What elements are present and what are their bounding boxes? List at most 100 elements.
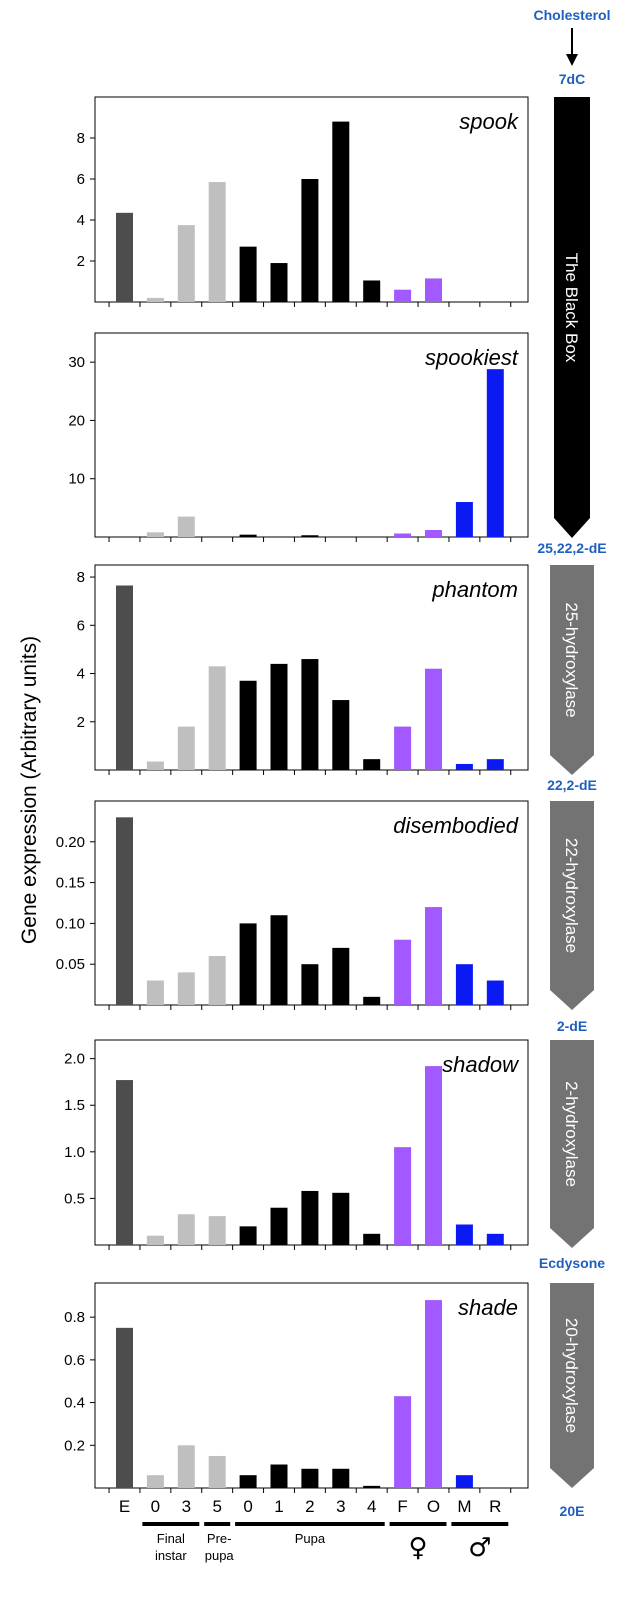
y-tick-label: 6 bbox=[77, 171, 85, 188]
panel-spook: 2 4 6 8 spook bbox=[77, 96, 529, 307]
bar-spookiest-11 bbox=[455, 502, 473, 537]
bar-disembodied-10 bbox=[425, 907, 442, 1005]
y-tick-label: 20 bbox=[68, 412, 85, 429]
bar-shade-6 bbox=[301, 1468, 319, 1488]
y-tick-label: 0.20 bbox=[56, 834, 85, 851]
group-label: Pupa bbox=[295, 1531, 326, 1546]
bar-spook-7 bbox=[332, 121, 350, 302]
bar-shade-11 bbox=[455, 1475, 473, 1488]
bar-spook-2 bbox=[177, 225, 195, 302]
panel-phantom: 2 4 6 8 phantom bbox=[77, 564, 529, 775]
y-tick-label: 10 bbox=[68, 471, 85, 488]
bar-spookiest-10 bbox=[425, 530, 442, 537]
y-tick-label: 4 bbox=[77, 212, 85, 229]
pathway-step-25-hydroxylase bbox=[550, 565, 594, 775]
bar-shadow-6 bbox=[301, 1190, 319, 1245]
pathway-step-20-hydroxylase bbox=[550, 1283, 594, 1488]
x-category-label: 1 bbox=[274, 1497, 283, 1516]
bar-shade-5 bbox=[270, 1464, 288, 1488]
pathway-step-the-black-box bbox=[554, 97, 590, 538]
panel-spookiest: 10 20 30 spookiest bbox=[68, 332, 529, 542]
y-tick-label: 6 bbox=[77, 617, 85, 634]
group-bar bbox=[204, 1522, 231, 1526]
metabolite-cholesterol: Cholesterol bbox=[533, 7, 610, 23]
y-tick-label: 0.4 bbox=[64, 1395, 85, 1412]
bar-spookiest-2 bbox=[177, 516, 195, 537]
pathway-step-label: 25-hydroxylase bbox=[562, 602, 581, 717]
bar-phantom-4 bbox=[239, 680, 257, 770]
y-axis-label: Gene expression (Arbitrary units) bbox=[18, 636, 41, 944]
bar-phantom-9 bbox=[394, 726, 412, 770]
metabolite-25-22-2-de: 25,22,2-dE bbox=[537, 540, 606, 556]
group-bar bbox=[142, 1522, 200, 1526]
bar-phantom-5 bbox=[270, 663, 288, 770]
bar-disembodied-9 bbox=[394, 939, 412, 1005]
bar-shadow-10 bbox=[425, 1066, 442, 1245]
bar-disembodied-6 bbox=[301, 964, 319, 1005]
bar-spook-0 bbox=[116, 212, 133, 302]
pathway: Cholesterol 7dC 25,22,2-dE 22,2-dE 2-dE Ecdys… bbox=[533, 7, 610, 1519]
panel-shadow: 0.5 1.0 1.5 2.0 shadow bbox=[64, 1039, 529, 1250]
bar-disembodied-0 bbox=[116, 817, 133, 1005]
bar-phantom-6 bbox=[301, 659, 319, 770]
y-tick-label: 0.8 bbox=[64, 1309, 85, 1326]
bar-disembodied-5 bbox=[270, 915, 288, 1005]
y-tick-label: 30 bbox=[68, 354, 85, 371]
y-tick-label: 2 bbox=[77, 714, 85, 731]
bar-shade-8 bbox=[363, 1485, 381, 1488]
female-symbol: ♀ bbox=[409, 1533, 428, 1563]
y-tick-label: 1.0 bbox=[64, 1144, 85, 1161]
gene-name: spook bbox=[459, 109, 519, 134]
bar-spook-6 bbox=[301, 179, 319, 302]
bar-phantom-10 bbox=[425, 668, 442, 770]
bar-spook-5 bbox=[270, 263, 288, 302]
metabolite-ecdysone: Ecdysone bbox=[539, 1255, 605, 1271]
y-tick-label: 8 bbox=[77, 130, 85, 147]
group-label: Final bbox=[157, 1531, 185, 1546]
bar-spookiest-4 bbox=[239, 534, 257, 537]
bar-disembodied-3 bbox=[208, 956, 226, 1005]
panel-disembodied: 0.05 0.10 0.15 0.20 disembodied bbox=[56, 800, 529, 1010]
bar-disembodied-12 bbox=[486, 980, 504, 1005]
bar-phantom-0 bbox=[116, 585, 133, 770]
bar-phantom-7 bbox=[332, 700, 350, 770]
bar-shadow-1 bbox=[146, 1235, 164, 1245]
bar-phantom-8 bbox=[363, 759, 381, 770]
bar-shadow-8 bbox=[363, 1233, 381, 1245]
pathway-step-label: 22-hydroxylase bbox=[562, 838, 581, 953]
bar-disembodied-1 bbox=[146, 980, 164, 1005]
group-label: pupa bbox=[205, 1548, 235, 1563]
metabolite-7dc: 7dC bbox=[559, 71, 585, 87]
pathway-step-2-hydroxylase bbox=[550, 1040, 594, 1248]
group-label: instar bbox=[155, 1548, 187, 1563]
bar-shadow-7 bbox=[332, 1192, 350, 1245]
bar-spook-1 bbox=[146, 297, 164, 302]
bar-disembodied-11 bbox=[455, 964, 473, 1005]
x-category-label: R bbox=[489, 1497, 501, 1516]
male-symbol: ♂ bbox=[468, 1533, 491, 1563]
x-axis: E 0 3 5 0 1 2 3 4 F O M R Final instar Pre-pupa Pupa ♀ ♂ bbox=[119, 1497, 509, 1563]
x-category-label: 5 bbox=[212, 1497, 221, 1516]
y-tick-label: 2.0 bbox=[64, 1051, 85, 1068]
group-bar bbox=[235, 1522, 385, 1526]
bar-shadow-5 bbox=[270, 1207, 288, 1245]
metabolite-20e: 20E bbox=[560, 1503, 585, 1519]
panel-shade: 0.2 0.4 0.6 0.8 shade bbox=[64, 1282, 529, 1493]
bar-spook-9 bbox=[394, 289, 412, 302]
group-bar bbox=[451, 1522, 509, 1526]
pathway-step-label: 20-hydroxylase bbox=[562, 1318, 581, 1433]
x-category-label: 0 bbox=[151, 1497, 160, 1516]
pathway-step-label: 2-hydroxylase bbox=[562, 1081, 581, 1187]
bar-shade-2 bbox=[177, 1445, 195, 1488]
arrow-head bbox=[566, 54, 578, 66]
y-tick-label: 0.15 bbox=[56, 875, 85, 892]
bar-shadow-3 bbox=[208, 1216, 226, 1245]
bar-spook-3 bbox=[208, 182, 226, 302]
bar-disembodied-8 bbox=[363, 996, 381, 1005]
bar-disembodied-2 bbox=[177, 972, 195, 1005]
bar-shadow-0 bbox=[116, 1080, 133, 1245]
bar-phantom-12 bbox=[486, 759, 504, 770]
bar-shade-3 bbox=[208, 1455, 226, 1488]
bar-spookiest-9 bbox=[394, 533, 412, 537]
